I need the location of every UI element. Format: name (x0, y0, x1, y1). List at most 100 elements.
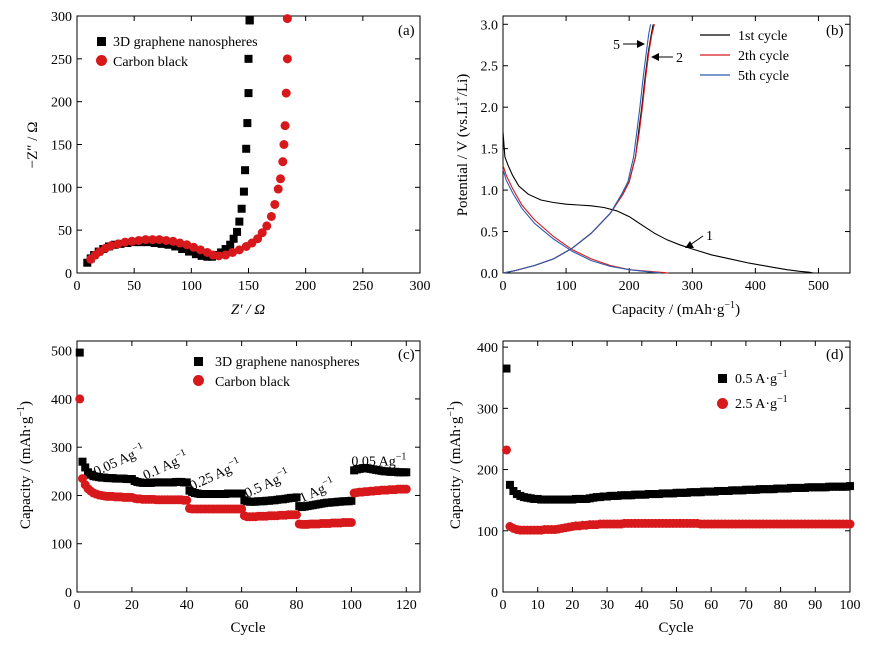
data-point (505, 480, 514, 489)
x-tick-label: 0 (500, 598, 507, 613)
plot-frame (76, 340, 421, 593)
data-series (75, 348, 411, 529)
data-point (276, 174, 286, 184)
data-point (237, 204, 246, 213)
legend-label: 5th cycle (738, 69, 789, 84)
data-point (237, 489, 246, 498)
y-tick-label: 500 (51, 345, 72, 360)
y-tick-label: 400 (477, 341, 498, 356)
arrowhead (651, 53, 659, 61)
y-tick-label: 0.0 (481, 267, 499, 282)
data-point (233, 227, 242, 236)
y-tick-label: 200 (51, 489, 72, 504)
y-tick-label: 0 (65, 586, 72, 601)
x-tick-label: 80 (774, 598, 788, 613)
data-point (195, 245, 205, 255)
data-point (279, 140, 289, 149)
y-axis-label: Capacity / (mAh·g−1) (446, 401, 464, 529)
data-point (257, 228, 267, 238)
panel-label: (c) (398, 347, 415, 363)
data-point (226, 240, 235, 249)
y-tick-label: 0 (491, 586, 498, 601)
x-tick-label: 120 (396, 598, 417, 613)
data-point (106, 241, 116, 251)
data-point (273, 184, 283, 194)
y-axis-label: Capacity / (mAh·g−1) (16, 401, 34, 529)
data-point (347, 496, 356, 505)
data-point (214, 251, 224, 261)
x-tick-label: 200 (619, 279, 640, 294)
data-point (168, 236, 178, 246)
legend-marker-square (97, 37, 106, 46)
data-point (185, 247, 194, 256)
data-point (182, 240, 192, 250)
data-point (147, 235, 157, 245)
plot-frame (502, 15, 851, 274)
data-point (134, 235, 144, 245)
y-tick-label: 100 (477, 525, 498, 540)
x-tick-label: 60 (235, 598, 249, 613)
data-point (282, 54, 292, 64)
y-tick-label: 1.0 (481, 184, 499, 199)
data-point (402, 468, 411, 477)
x-tick-label: 150 (238, 279, 259, 294)
data-point (191, 250, 200, 259)
y-tick-label: 0.5 (481, 226, 499, 241)
data-point (229, 234, 238, 243)
panel-a-eis-plot: (a) Z′ / Ω −Z″ / Ω 3D graphene nanospher… (25, 10, 431, 318)
axis-ticks: 0 100 200 300 400 500 0.0 0.5 1.0 1.5 2.0 2.5 3.0 (481, 16, 850, 294)
series-line (502, 169, 661, 274)
x-tick-label: 80 (290, 598, 304, 613)
data-point (81, 463, 90, 472)
series-line (502, 132, 814, 274)
legend-marker-square (194, 357, 203, 366)
y-tick-label: 250 (51, 53, 72, 68)
x-tick-label: 50 (670, 598, 684, 613)
data-point (243, 119, 252, 128)
data-point (182, 478, 191, 487)
x-tick-label: 200 (295, 279, 316, 294)
data-point (75, 394, 85, 404)
annotation-arrow (689, 235, 704, 246)
data-point (120, 237, 130, 247)
x-tick-label: 100 (840, 598, 861, 613)
x-tick-label: 30 (600, 598, 614, 613)
legend-label: Carbon black (113, 55, 188, 70)
axis-ticks: 0 10 20 30 40 50 60 70 80 90 100 0 100 200 300 400 (477, 341, 861, 613)
legend-label: 3D graphene nanospheres (215, 355, 360, 370)
y-tick-label: 300 (51, 10, 72, 25)
annotation-label: 5 (613, 38, 620, 53)
arrowhead (685, 241, 694, 248)
series-line (502, 24, 655, 274)
data-point (175, 238, 185, 248)
data-point (245, 16, 254, 25)
panel-d-cycling-plot: (d) Cycle Capacity / (mAh·g−1) 0.5 A·g−1… (446, 340, 861, 636)
x-tick-label: 300 (682, 279, 703, 294)
plot-frame (502, 340, 851, 593)
x-tick-label: 70 (739, 598, 753, 613)
data-point (197, 251, 206, 260)
data-point (83, 258, 92, 267)
x-axis-label: Cycle (231, 620, 266, 636)
x-tick-label: 60 (704, 598, 718, 613)
y-tick-label: 0 (65, 267, 72, 282)
series-line (502, 24, 654, 274)
y-tick-label: 150 (51, 139, 72, 154)
data-point (266, 211, 276, 221)
y-tick-label: 200 (477, 464, 498, 479)
y-tick-label: 3.0 (481, 18, 499, 33)
data-point (242, 144, 251, 153)
x-tick-label: 40 (180, 598, 194, 613)
legend-label: 2.5 A·g−1 (735, 394, 788, 412)
panel-b-charge-discharge-plot: (b) Capacity / (mAh·g−1) Potential / V (… (453, 15, 851, 318)
y-axis-label: −Z″ / Ω (25, 122, 41, 169)
data-series (83, 14, 292, 267)
data-point (502, 364, 511, 373)
x-axis-label: Cycle (659, 620, 694, 636)
legend-marker-circle (96, 55, 107, 66)
legend-label: 1st cycle (738, 29, 787, 44)
x-tick-label: 400 (745, 279, 766, 294)
legend: 3D graphene nanospheres Carbon black (193, 355, 360, 390)
data-point (127, 236, 137, 246)
